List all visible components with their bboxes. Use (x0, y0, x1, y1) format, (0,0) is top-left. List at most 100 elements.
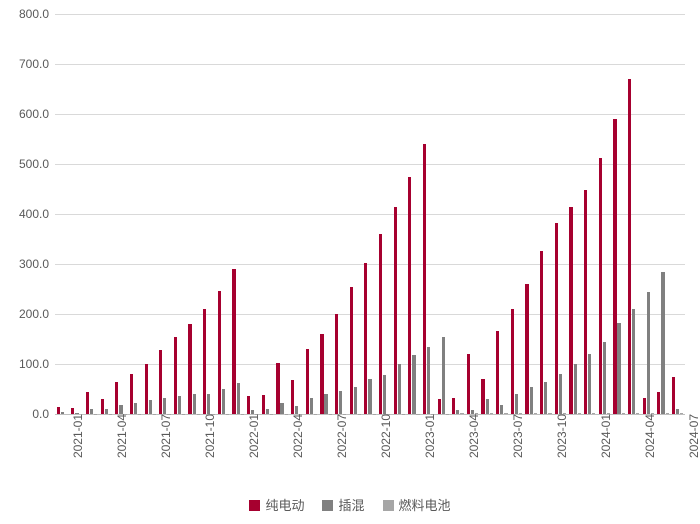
bar-group (540, 14, 551, 414)
bar-group (115, 14, 126, 414)
bar-group (291, 14, 302, 414)
legend-item: 燃料电池 (383, 495, 451, 514)
bar (358, 414, 361, 415)
bar (398, 364, 401, 414)
bar-group (496, 14, 507, 414)
bar (149, 400, 152, 414)
bar (295, 406, 298, 414)
bar (588, 354, 591, 414)
bar (500, 405, 503, 414)
bar (555, 223, 558, 415)
bar-group (71, 14, 82, 414)
x-tick-label: 2024-07 (683, 414, 700, 458)
bar (622, 413, 625, 414)
bar (628, 79, 631, 414)
bar (427, 347, 430, 415)
bar (130, 374, 133, 414)
bar (452, 398, 455, 414)
bar (364, 263, 367, 415)
bar-group (203, 14, 214, 414)
x-tick-label: 2023-07 (507, 414, 525, 458)
bar (276, 363, 279, 414)
legend-swatch (383, 500, 394, 511)
y-tick-label: 800.0 (19, 7, 55, 21)
bar-group (247, 14, 258, 414)
bar-group (672, 14, 683, 414)
bar-group (145, 14, 156, 414)
bar (661, 272, 664, 414)
bar-group (511, 14, 522, 414)
legend-label: 插混 (338, 498, 364, 513)
bar (540, 251, 543, 415)
bar (174, 337, 177, 415)
y-tick-label: 300.0 (19, 257, 55, 271)
bar (525, 284, 528, 414)
bar (324, 394, 327, 414)
bar (379, 234, 382, 414)
bar-group (130, 14, 141, 414)
bar (222, 389, 225, 414)
gridline (55, 414, 685, 415)
bar-group (306, 14, 317, 414)
bar (632, 309, 635, 414)
bar (394, 207, 397, 415)
bar-group (452, 14, 463, 414)
bar (335, 314, 338, 414)
bar (178, 396, 181, 414)
bar (232, 269, 235, 414)
x-tick-label: 2022-01 (243, 414, 261, 458)
bar-group (525, 14, 536, 414)
bar-group (379, 14, 390, 414)
legend: 纯电动插混燃料电池 (220, 495, 480, 514)
bar (115, 382, 118, 415)
bar (119, 405, 122, 414)
x-tick-label: 2023-04 (463, 414, 481, 458)
y-tick-label: 100.0 (19, 357, 55, 371)
bar (534, 413, 537, 414)
bar (666, 413, 669, 414)
bar-group (262, 14, 273, 414)
bar (266, 409, 269, 414)
bar (530, 387, 533, 415)
bar-group (555, 14, 566, 414)
bar (226, 414, 229, 415)
bar (339, 391, 342, 414)
bar (438, 399, 441, 414)
bar (515, 394, 518, 414)
bar (247, 396, 250, 414)
bar (314, 414, 317, 415)
bar-group (481, 14, 492, 414)
bar (490, 413, 493, 414)
legend-label: 燃料电池 (399, 498, 451, 513)
bar (163, 398, 166, 415)
bar-group (350, 14, 361, 414)
bar-group (101, 14, 112, 414)
bar (354, 387, 357, 414)
bar (90, 409, 93, 414)
bar (86, 392, 89, 415)
x-tick-label: 2021-04 (111, 414, 129, 458)
x-tick-label: 2022-04 (287, 414, 305, 458)
bar (310, 398, 313, 414)
bar (138, 414, 141, 415)
bar (94, 414, 97, 415)
bar (584, 190, 587, 414)
bar-group (188, 14, 199, 414)
bar (203, 309, 206, 414)
bar-group (320, 14, 331, 414)
bar (262, 395, 265, 414)
bar (193, 394, 196, 414)
bar (408, 177, 411, 415)
bar (544, 382, 547, 415)
bar-group (584, 14, 595, 414)
bar (657, 392, 660, 415)
y-tick-label: 500.0 (19, 157, 55, 171)
x-tick-label: 2021-01 (67, 414, 85, 458)
bar-group (86, 14, 97, 414)
bar (368, 379, 371, 414)
bar (672, 377, 675, 415)
bar-group (174, 14, 185, 414)
bar (603, 342, 606, 415)
legend-item: 插混 (322, 495, 364, 514)
y-tick-label: 700.0 (19, 57, 55, 71)
